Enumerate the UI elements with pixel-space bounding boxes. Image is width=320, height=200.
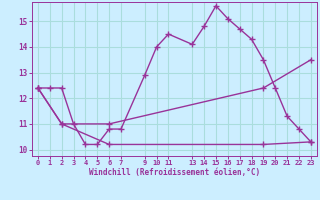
X-axis label: Windchill (Refroidissement éolien,°C): Windchill (Refroidissement éolien,°C) xyxy=(89,168,260,177)
